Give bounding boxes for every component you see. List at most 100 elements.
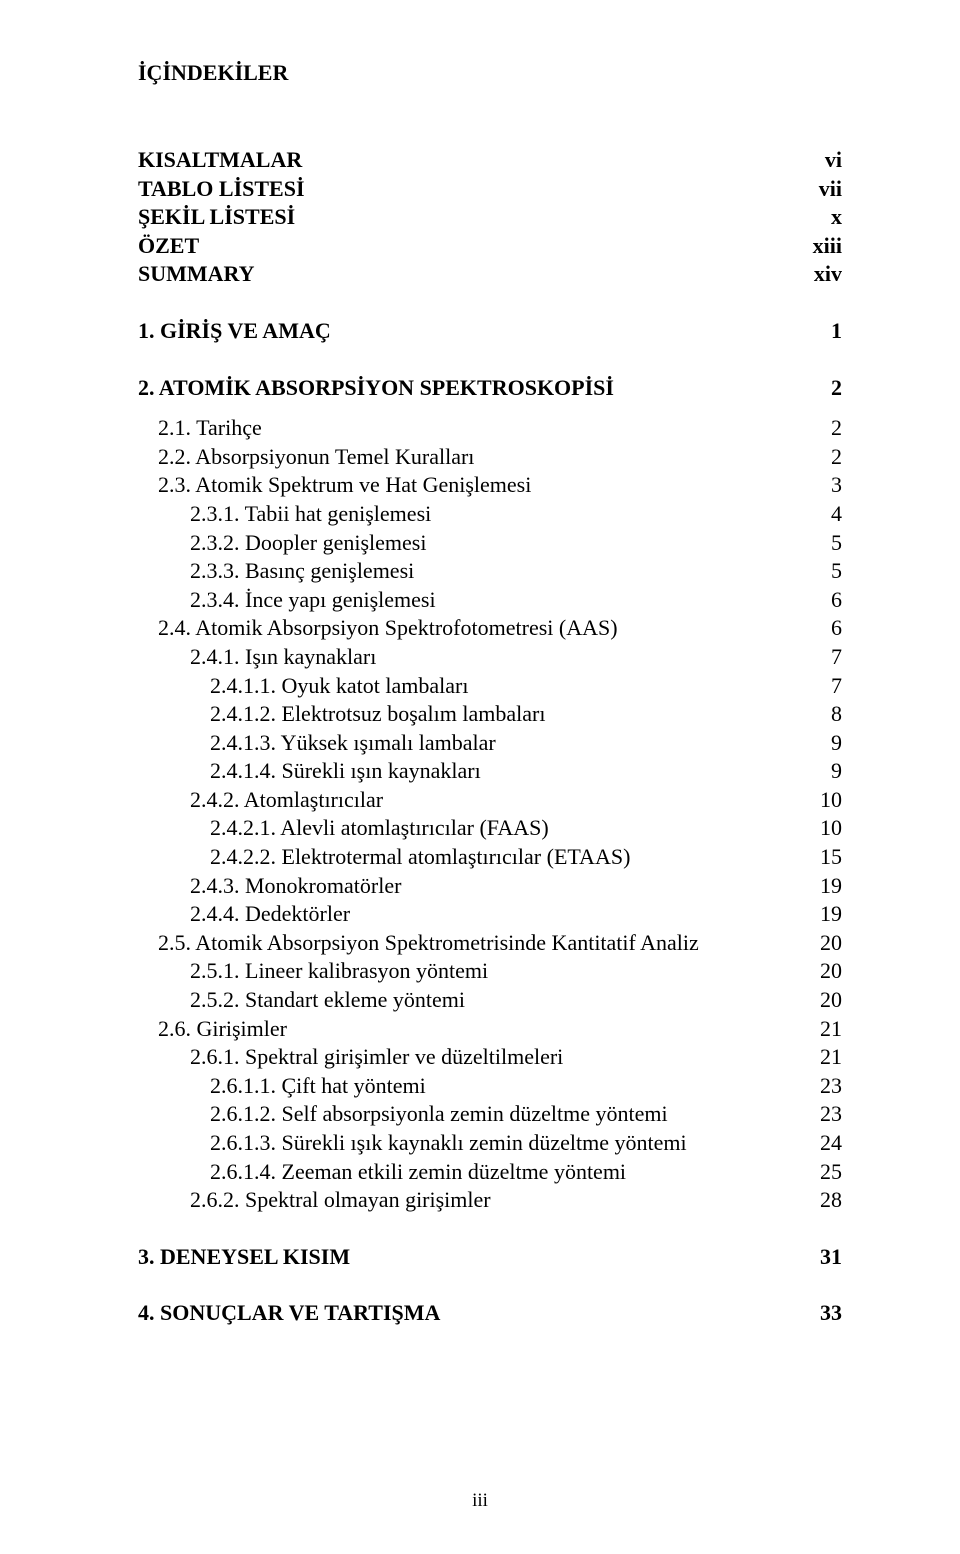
toc-entry-label: 2.4.1. Işın kaynakları (190, 643, 376, 672)
toc-entry-label: 2.4.2.1. Alevli atomlaştırıcılar (FAAS) (210, 814, 549, 843)
toc-gap (138, 289, 842, 317)
toc-entry-label: 4. SONUÇLAR VE TARTIŞMA (138, 1299, 440, 1328)
toc-entry-label: 2.4.3. Monokromatörler (190, 872, 401, 901)
toc-entry: 2.4.1.2. Elektrotsuz boşalım lambaları 8 (138, 700, 842, 729)
toc-entry-page: 28 (802, 1186, 842, 1215)
toc-entry-page: 19 (802, 900, 842, 929)
toc-entry-label: 2.6.1.3. Sürekli ışık kaynaklı zemin düz… (210, 1129, 687, 1158)
toc-entry-page: 9 (802, 729, 842, 758)
toc-entry-page: 9 (802, 757, 842, 786)
toc-entry-label: 2.4. Atomik Absorpsiyon Spektrofotometre… (158, 614, 618, 643)
toc-entry-label: TABLO LİSTESİ (138, 175, 305, 204)
toc-entry-page: 24 (802, 1129, 842, 1158)
toc-entry: 2.4.2. Atomlaştırıcılar10 (138, 786, 842, 815)
toc-entry-page: 6 (802, 586, 842, 615)
toc-entry-page: 15 (802, 843, 842, 872)
toc-entry: 2.3.1. Tabii hat genişlemesi 4 (138, 500, 842, 529)
toc-entry: 3. DENEYSEL KISIM 31 (138, 1243, 842, 1272)
page-container: İÇİNDEKİLER KISALTMALAR vi TABLO LİSTESİ vi… (0, 0, 960, 1554)
toc-entry-label: 2.5.1. Lineer kalibrasyon yöntemi (190, 957, 488, 986)
toc-entry-page: 23 (802, 1072, 842, 1101)
toc-entry-page: 33 (802, 1299, 842, 1328)
toc-gap (138, 402, 842, 414)
toc-entry: 2.6.2. Spektral olmayan girişimler 28 (138, 1186, 842, 1215)
toc-entry-label: 2.4.1.2. Elektrotsuz boşalım lambaları (210, 700, 545, 729)
toc-entry: 2.5.1. Lineer kalibrasyon yöntemi 20 (138, 957, 842, 986)
toc-entry-label: ÖZET (138, 232, 199, 261)
toc-entry: 2.3.4. İnce yapı genişlemesi6 (138, 586, 842, 615)
toc-entry: 2.4. Atomik Absorpsiyon Spektrofotometre… (138, 614, 842, 643)
toc-entry-label: 2.6. Girişimler (158, 1015, 287, 1044)
toc-entry-page: 31 (802, 1243, 842, 1272)
toc-entry: 1. GİRİŞ VE AMAÇ1 (138, 317, 842, 346)
toc-entry-label: 2.2. Absorpsiyonun Temel Kuralları (158, 443, 474, 472)
toc-entry-page: 2 (802, 414, 842, 443)
toc-entry: 2.3.2. Doopler genişlemesi 5 (138, 529, 842, 558)
toc-gap (138, 1215, 842, 1243)
toc-entry: 2.4.3. Monokromatörler 19 (138, 872, 842, 901)
toc-entry-label: 2.3. Atomik Spektrum ve Hat Genişlemesi (158, 471, 531, 500)
toc-entry: 2.3.3. Basınç genişlemesi 5 (138, 557, 842, 586)
toc-entry-page: xiii (802, 232, 842, 261)
toc-entry-label: ŞEKİL LİSTESİ (138, 203, 295, 232)
toc-entry: ŞEKİL LİSTESİ x (138, 203, 842, 232)
toc-entry: TABLO LİSTESİ vii (138, 175, 842, 204)
toc-entry-label: 2. ATOMİK ABSORPSİYON SPEKTROSKOPİSİ (138, 374, 614, 403)
toc-entry-page: 10 (802, 786, 842, 815)
toc-entry: 2. ATOMİK ABSORPSİYON SPEKTROSKOPİSİ 2 (138, 374, 842, 403)
toc-entry-label: 2.6.1. Spektral girişimler ve düzeltilme… (190, 1043, 563, 1072)
toc-entry: 2.4.1. Işın kaynakları 7 (138, 643, 842, 672)
toc-entry: 2.4.4. Dedektörler 19 (138, 900, 842, 929)
toc-entry: 2.6.1.3. Sürekli ışık kaynaklı zemin düz… (138, 1129, 842, 1158)
toc-entry-page: 5 (802, 557, 842, 586)
toc-entry: 2.4.1.1. Oyuk katot lambaları7 (138, 672, 842, 701)
toc-entry: 4. SONUÇLAR VE TARTIŞMA 33 (138, 1299, 842, 1328)
toc-entry-label: 2.4.2.2. Elektrotermal atomlaştırıcılar … (210, 843, 630, 872)
toc-entry-label: 2.3.3. Basınç genişlemesi (190, 557, 414, 586)
toc-gap (138, 346, 842, 374)
table-of-contents: KISALTMALARviTABLO LİSTESİviiŞEKİL LİSTE… (138, 146, 842, 1328)
toc-entry-label: 2.5.2. Standart ekleme yöntemi (190, 986, 465, 1015)
toc-entry-page: vii (802, 175, 842, 204)
toc-entry: 2.6.1.2. Self absorpsiyonla zemin düzelt… (138, 1100, 842, 1129)
toc-entry-page: 25 (802, 1158, 842, 1187)
toc-entry: KISALTMALAR vi (138, 146, 842, 175)
toc-entry-label: 2.4.4. Dedektörler (190, 900, 350, 929)
toc-entry-label: 2.6.2. Spektral olmayan girişimler (190, 1186, 491, 1215)
toc-entry-page: 21 (802, 1015, 842, 1044)
toc-entry: 2.4.1.3. Yüksek ışımalı lambalar9 (138, 729, 842, 758)
toc-entry-label: KISALTMALAR (138, 146, 302, 175)
toc-entry-page: 2 (802, 374, 842, 403)
toc-entry-label: SUMMARY (138, 260, 255, 289)
toc-entry-page: 6 (802, 614, 842, 643)
toc-gap (138, 1271, 842, 1299)
toc-entry: 2.5. Atomik Absorpsiyon Spektrometrisind… (138, 929, 842, 958)
toc-entry-page: 20 (802, 929, 842, 958)
toc-entry: SUMMARY xiv (138, 260, 842, 289)
toc-entry: 2.2. Absorpsiyonun Temel Kuralları 2 (138, 443, 842, 472)
toc-entry-page: 2 (802, 443, 842, 472)
toc-entry-label: 2.3.1. Tabii hat genişlemesi (190, 500, 431, 529)
toc-entry: 2.6.1.1. Çift hat yöntemi23 (138, 1072, 842, 1101)
toc-entry-page: 1 (802, 317, 842, 346)
toc-entry-page: x (802, 203, 842, 232)
toc-entry-label: 2.4.1.4. Sürekli ışın kaynakları (210, 757, 481, 786)
toc-entry-page: 5 (802, 529, 842, 558)
toc-entry-page: 8 (802, 700, 842, 729)
toc-entry-page: 23 (802, 1100, 842, 1129)
toc-entry-label: 3. DENEYSEL KISIM (138, 1243, 350, 1272)
page-title: İÇİNDEKİLER (138, 60, 842, 86)
toc-entry-label: 2.6.1.4. Zeeman etkili zemin düzeltme yö… (210, 1158, 626, 1187)
toc-entry-label: 2.6.1.2. Self absorpsiyonla zemin düzelt… (210, 1100, 668, 1129)
toc-entry-page: xiv (802, 260, 842, 289)
toc-entry: 2.6. Girişimler 21 (138, 1015, 842, 1044)
toc-entry-page: 19 (802, 872, 842, 901)
toc-entry: 2.4.1.4. Sürekli ışın kaynakları 9 (138, 757, 842, 786)
toc-entry-page: vi (802, 146, 842, 175)
toc-entry-page: 20 (802, 986, 842, 1015)
toc-entry-label: 2.3.2. Doopler genişlemesi (190, 529, 426, 558)
toc-entry-page: 20 (802, 957, 842, 986)
toc-entry-page: 7 (802, 672, 842, 701)
toc-entry-page: 4 (802, 500, 842, 529)
toc-entry-page: 7 (802, 643, 842, 672)
